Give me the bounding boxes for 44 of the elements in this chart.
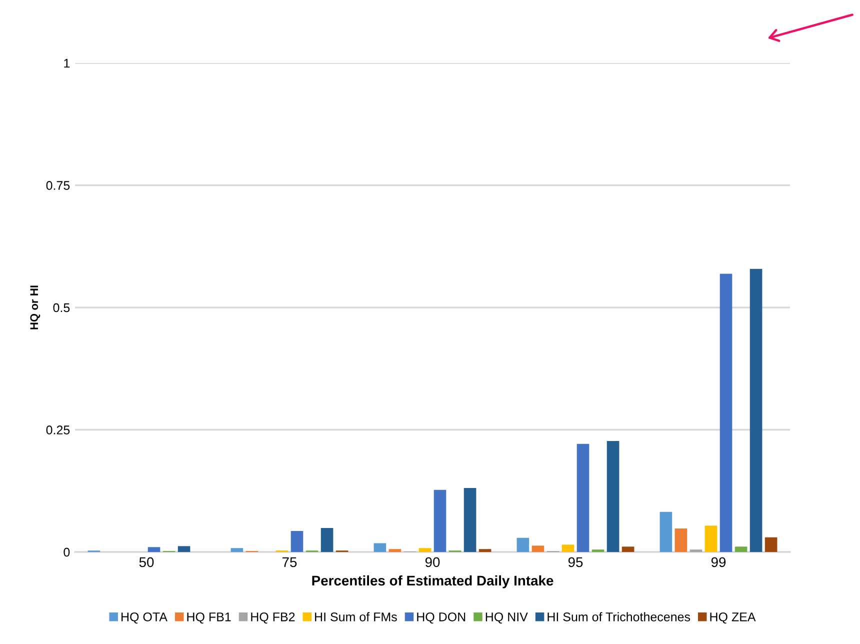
bar [562,544,574,552]
bar [674,528,688,552]
legend-label: HQ NIV [486,612,528,624]
x-tick-label: 75 [282,557,297,568]
bar [178,546,190,552]
bar [478,549,492,552]
legend-label: HQ DON [417,612,466,624]
legend-label: HQ ZEA [710,612,756,624]
y-tick-label: 0.25 [46,426,70,434]
bar [464,488,476,552]
x-tick-label: 50 [139,557,154,568]
y-tick-label: 0.75 [46,181,70,190]
bar [532,546,544,552]
legend-label: HI Sum of FMs [315,612,397,622]
bar [516,538,530,552]
bar [320,528,334,552]
y-tick-label: 1 [64,58,70,68]
bar [734,546,748,552]
bar [148,547,160,552]
bar [388,549,402,552]
y-tick-label: 0 [64,548,70,557]
x-tick-label: 99 [711,557,726,568]
bar [622,546,634,552]
bar [750,268,762,552]
legend-label: HQ FB1 [187,612,231,624]
x-tick-label: 95 [568,557,583,568]
bar [434,490,446,552]
bar [606,440,620,552]
bar [720,274,732,552]
legend-label: HQ OTA [122,612,168,624]
y-axis-title: HQ or HI [30,286,40,330]
legend-label: HI Sum of Trichothecenes [548,612,690,622]
bar [230,548,244,552]
bar [764,537,778,552]
y-tick-label: 0.5 [53,303,70,312]
bar [576,444,590,552]
legend-label: HQ FB2 [251,612,295,624]
bar [290,530,304,552]
bar [704,526,718,552]
bar [660,512,672,552]
bar [418,548,432,552]
x-tick-label: 90 [425,557,440,568]
x-axis-title: Percentiles of Estimated Daily Intake [312,575,554,588]
bar [374,543,386,552]
